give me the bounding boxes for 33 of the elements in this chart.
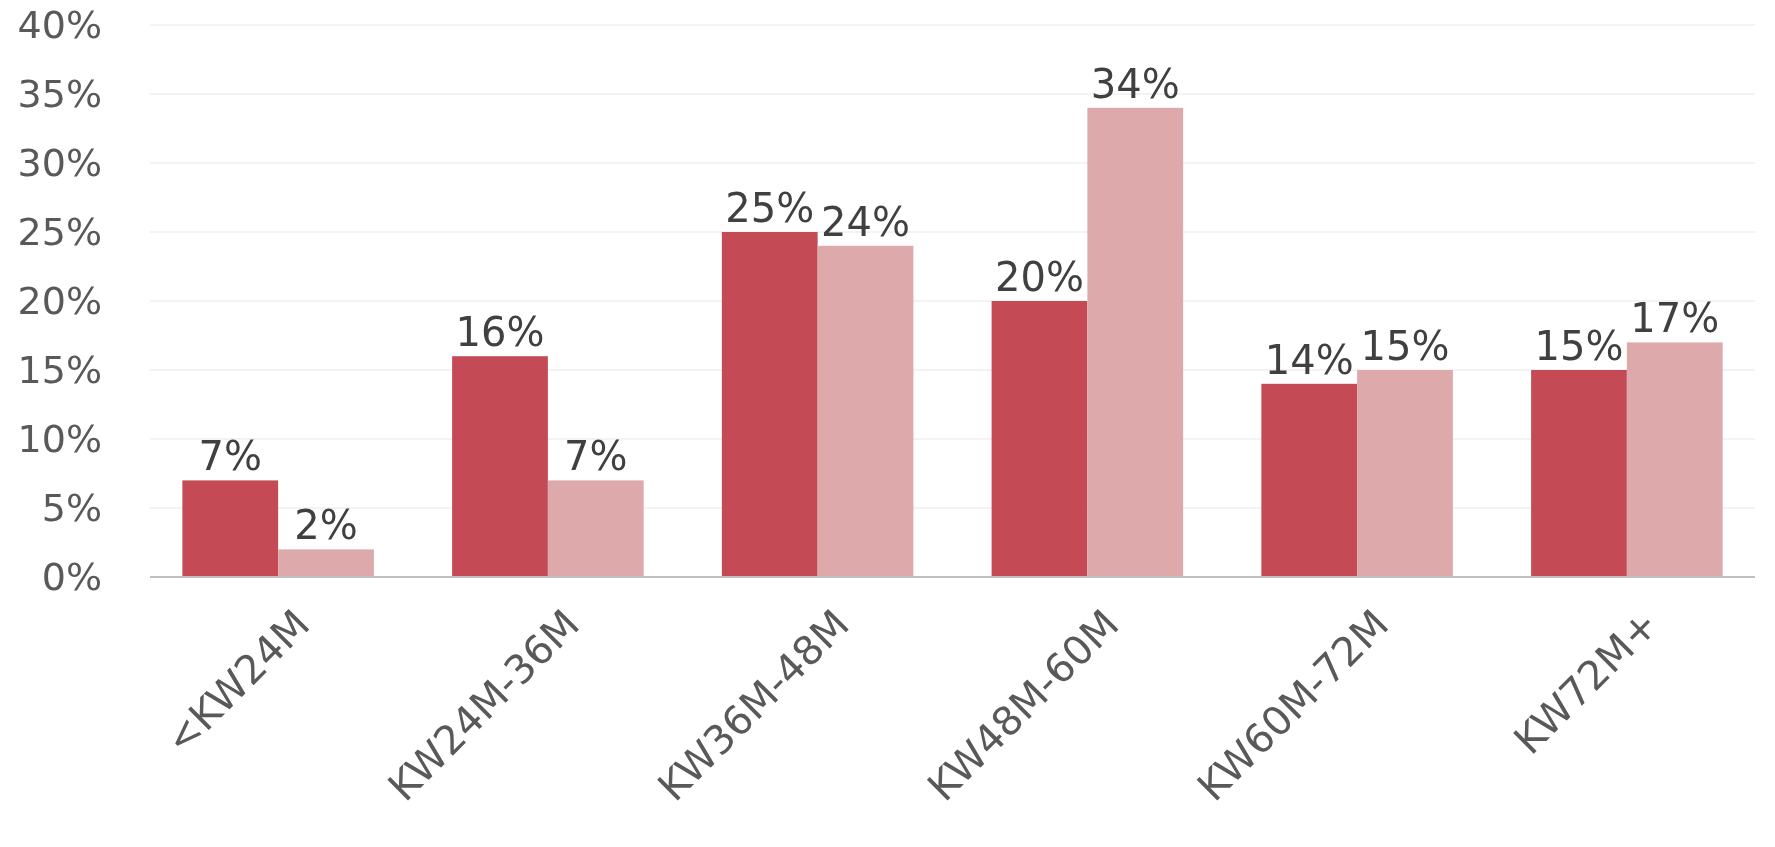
y-tick-label: 40% [17, 3, 102, 48]
data-label: 2% [294, 502, 358, 549]
data-label: 20% [995, 254, 1084, 300]
bar [182, 480, 279, 577]
y-tick-label: 10% [17, 417, 102, 462]
y-tick-label: 15% [17, 348, 102, 393]
data-label: 14% [1264, 336, 1354, 383]
bar [1357, 370, 1453, 577]
y-tick-label: 30% [17, 141, 102, 186]
y-tick-label: 5% [41, 486, 102, 531]
y-tick-label: 25% [17, 210, 102, 255]
data-label: 7% [198, 433, 262, 480]
bar [1531, 370, 1627, 577]
bar [817, 245, 914, 577]
bar [547, 480, 644, 577]
bar [452, 356, 548, 577]
data-label: 24% [821, 198, 910, 245]
data-label: 34% [1090, 60, 1180, 107]
y-tick-label: 0% [41, 555, 102, 600]
y-tick-label: 35% [17, 72, 102, 117]
data-label: 17% [1630, 295, 1720, 342]
bar [1087, 107, 1184, 577]
bar [278, 549, 374, 577]
data-label: 15% [1534, 323, 1624, 369]
bar [1626, 342, 1723, 577]
data-label: 16% [455, 309, 545, 356]
y-tick-label: 20% [17, 279, 102, 324]
data-label: 7% [564, 433, 628, 480]
data-label: 15% [1360, 323, 1450, 369]
bar [721, 232, 818, 577]
bar [1261, 383, 1358, 577]
bar [991, 301, 1088, 577]
data-label: 25% [725, 185, 815, 231]
